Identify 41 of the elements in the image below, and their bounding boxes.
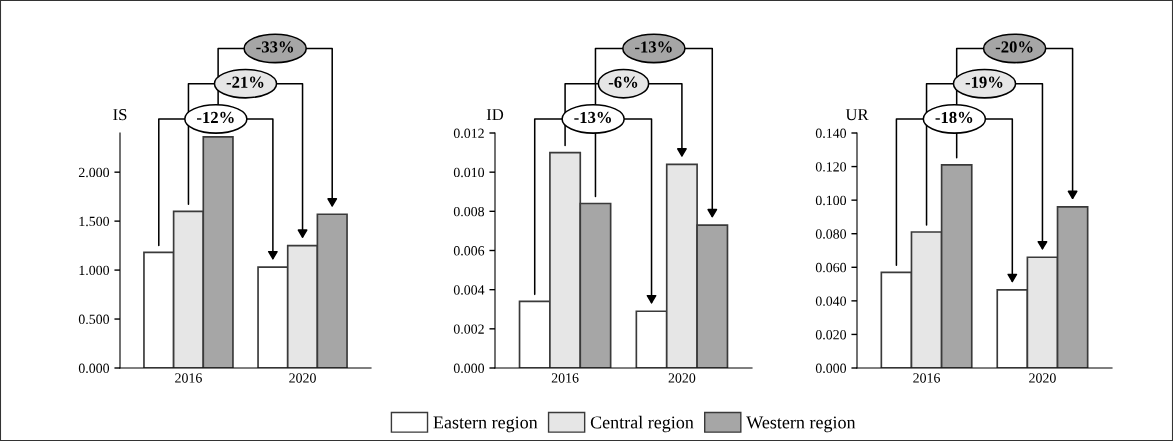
legend-label: Western region [746,416,856,433]
x-tick-label: 2016 [551,373,579,383]
y-tick-label: 0.500 [78,314,110,325]
text: -6% [608,76,638,88]
text: -18% [935,111,973,124]
y-tick-label: 0.006 [453,246,485,256]
y-tick-label: 0.000 [78,363,110,374]
y-tick-label: 0.000 [453,363,485,374]
y-tick-label: 0.100 [815,195,847,206]
y-tick-label: 0.000 [815,363,847,374]
y-axis-title: ID [486,109,504,121]
y-tick-label: 1.500 [79,216,110,227]
text: -33% [256,41,294,53]
x-tick-label: 2020 [1029,373,1056,383]
text: -21% [226,76,264,88]
y-tick-label: 0.020 [815,330,847,340]
x-tick-label: 2020 [289,373,316,383]
y-tick-label: 0.010 [453,167,485,178]
y-tick-label: 0.040 [815,296,847,306]
y-tick-label: 0.140 [815,128,847,139]
y-axis-title: IS [113,109,127,121]
x-tick-label: 2020 [668,373,696,383]
legend-label: Central region [590,415,694,433]
text: -13% [574,111,612,124]
y-tick-label: 0.120 [815,162,847,172]
y-tick-label: 0.002 [453,324,484,334]
y-tick-label: 0.004 [453,285,485,295]
y-tick-label: 1.000 [79,265,110,276]
y-axis-title: UR [845,109,869,121]
y-tick-label: 0.080 [815,229,847,239]
y-tick-label: 2.000 [78,167,110,178]
x-tick-label: 2016 [175,373,202,383]
y-tick-label: 0.060 [815,262,847,273]
text: -12% [197,111,234,124]
text: -13% [635,41,672,53]
y-tick-label: 0.012 [453,128,484,139]
y-tick-label: 0.008 [453,206,485,217]
x-tick-label: 2016 [913,373,941,383]
text: -20% [995,41,1033,53]
text: -19% [965,76,1003,88]
legend-label: Eastern region [433,416,538,433]
